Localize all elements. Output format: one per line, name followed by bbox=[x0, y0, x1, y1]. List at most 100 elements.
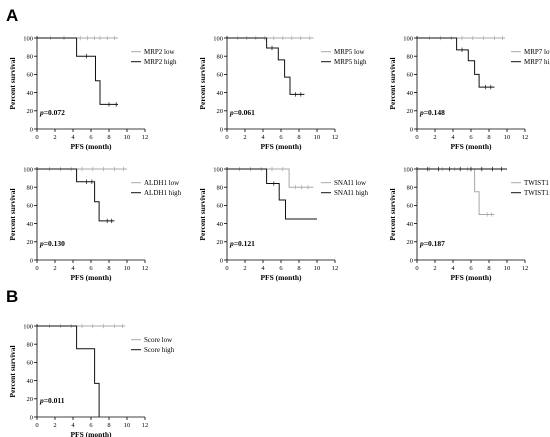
y-tick-label: 80 bbox=[217, 185, 224, 192]
y-axis-label: Percent survival bbox=[8, 345, 17, 397]
y-tick-label: 40 bbox=[407, 90, 414, 97]
y-tick-label: 100 bbox=[23, 35, 33, 42]
legend-label-high: ALDH1 high bbox=[144, 189, 182, 197]
x-tick-label: 12 bbox=[332, 134, 339, 141]
p-value-number: =0.061 bbox=[234, 108, 255, 117]
x-tick-label: 10 bbox=[314, 265, 321, 272]
x-tick-label: 0 bbox=[415, 134, 418, 141]
x-tick-label: 6 bbox=[89, 134, 93, 141]
x-tick-label: 2 bbox=[433, 134, 436, 141]
km-chart-3: 0 20 40 60 80 100 0 2 4 6 8 10 12 PFS (month) Percent … bbox=[388, 35, 550, 151]
p-value-number: =0.011 bbox=[44, 396, 65, 405]
x-tick-label: 10 bbox=[124, 422, 131, 429]
legend-label-low: MRP7 low bbox=[524, 48, 550, 56]
p-value-label: p=0.148 bbox=[419, 108, 445, 117]
km-chart-1: 0 20 40 60 80 100 0 2 4 6 8 10 12 PFS (month) Percent … bbox=[8, 35, 177, 151]
x-tick-label: 6 bbox=[469, 134, 473, 141]
y-tick-label: 40 bbox=[27, 90, 34, 97]
km-chart-7: 0 20 40 60 80 100 0 2 4 6 8 10 12 PFS (month) Percent … bbox=[8, 323, 175, 437]
p-value-prefix: p bbox=[39, 239, 44, 248]
y-axis-label: Percent survival bbox=[198, 188, 207, 240]
km-chart-2: 0 20 40 60 80 100 0 2 4 6 8 10 12 PFS (month) Percent … bbox=[198, 35, 367, 151]
y-tick-label: 100 bbox=[23, 323, 33, 330]
x-tick-label: 10 bbox=[124, 265, 131, 272]
x-tick-label: 6 bbox=[89, 265, 93, 272]
legend-label-low: Score low bbox=[144, 336, 173, 344]
y-tick-label: 40 bbox=[27, 378, 34, 385]
y-tick-label: 60 bbox=[27, 360, 34, 367]
y-tick-label: 100 bbox=[403, 166, 413, 173]
x-tick-label: 8 bbox=[107, 265, 110, 272]
p-value-label: p=0.061 bbox=[229, 108, 255, 117]
x-tick-label: 2 bbox=[243, 265, 246, 272]
x-tick-label: 0 bbox=[415, 265, 418, 272]
y-tick-label: 60 bbox=[27, 203, 34, 210]
x-axis-label: PFS (month) bbox=[450, 273, 492, 282]
y-tick-label: 60 bbox=[407, 72, 414, 79]
survival-curve-low bbox=[417, 168, 495, 215]
p-value-number: =0.187 bbox=[424, 239, 445, 248]
x-tick-label: 2 bbox=[53, 265, 56, 272]
x-axis-label: PFS (month) bbox=[70, 273, 112, 282]
y-tick-label: 0 bbox=[220, 257, 223, 264]
survival-curve-high bbox=[227, 168, 317, 220]
survival-curve-high bbox=[417, 37, 495, 88]
y-tick-label: 80 bbox=[407, 185, 414, 192]
legend-label-low: ALDH1 low bbox=[144, 179, 180, 187]
y-tick-label: 0 bbox=[410, 257, 413, 264]
p-value-prefix: p bbox=[419, 108, 424, 117]
p-value-number: =0.148 bbox=[424, 108, 445, 117]
legend-label-low: SNAI1 low bbox=[334, 179, 367, 187]
x-tick-label: 0 bbox=[225, 265, 228, 272]
legend-label-high: MRP2 high bbox=[144, 58, 177, 66]
y-tick-label: 80 bbox=[27, 185, 34, 192]
y-tick-label: 0 bbox=[220, 126, 223, 133]
x-tick-label: 10 bbox=[504, 134, 511, 141]
x-tick-label: 12 bbox=[332, 265, 339, 272]
x-tick-label: 6 bbox=[279, 134, 283, 141]
y-tick-label: 20 bbox=[217, 108, 224, 115]
y-tick-label: 20 bbox=[27, 108, 34, 115]
x-tick-label: 0 bbox=[35, 265, 38, 272]
x-axis-label: PFS (month) bbox=[70, 430, 112, 437]
panel-label-b: B bbox=[6, 287, 18, 306]
x-tick-label: 2 bbox=[53, 422, 56, 429]
x-tick-label: 2 bbox=[243, 134, 246, 141]
legend-label-high: Score high bbox=[144, 346, 175, 354]
y-axis-label: Percent survival bbox=[8, 57, 17, 109]
y-tick-label: 100 bbox=[213, 35, 223, 42]
y-tick-label: 20 bbox=[407, 108, 414, 115]
y-axis-label: Percent survival bbox=[198, 57, 207, 109]
x-tick-label: 0 bbox=[225, 134, 228, 141]
p-value-label: p=0.187 bbox=[419, 239, 445, 248]
y-tick-label: 40 bbox=[217, 90, 224, 97]
x-axis-label: PFS (month) bbox=[260, 273, 302, 282]
p-value-label: p=0.130 bbox=[39, 239, 65, 248]
x-tick-label: 2 bbox=[433, 265, 436, 272]
survival-curve-low bbox=[227, 168, 314, 188]
survival-curve-high bbox=[37, 37, 118, 105]
y-tick-label: 60 bbox=[27, 72, 34, 79]
y-tick-label: 20 bbox=[217, 239, 224, 246]
x-tick-label: 6 bbox=[469, 265, 473, 272]
p-value-prefix: p bbox=[39, 108, 44, 117]
y-tick-label: 80 bbox=[27, 342, 34, 349]
y-tick-label: 100 bbox=[23, 166, 33, 173]
x-tick-label: 12 bbox=[522, 134, 529, 141]
y-tick-label: 0 bbox=[410, 126, 413, 133]
y-tick-label: 80 bbox=[217, 54, 224, 61]
y-tick-label: 0 bbox=[30, 126, 33, 133]
p-value-label: p=0.011 bbox=[39, 396, 65, 405]
legend-label-high: MRP7 high bbox=[524, 58, 550, 66]
x-tick-label: 12 bbox=[142, 422, 149, 429]
x-tick-label: 10 bbox=[504, 265, 511, 272]
p-value-prefix: p bbox=[419, 239, 424, 248]
x-tick-label: 0 bbox=[35, 422, 38, 429]
p-value-label: p=0.121 bbox=[229, 239, 255, 248]
survival-curve-high bbox=[37, 168, 115, 222]
y-tick-label: 40 bbox=[217, 221, 224, 228]
y-tick-label: 60 bbox=[217, 72, 224, 79]
legend-label-low: TWIST1 low bbox=[524, 179, 550, 187]
survival-curve-high bbox=[37, 325, 100, 417]
x-tick-label: 4 bbox=[71, 134, 75, 141]
